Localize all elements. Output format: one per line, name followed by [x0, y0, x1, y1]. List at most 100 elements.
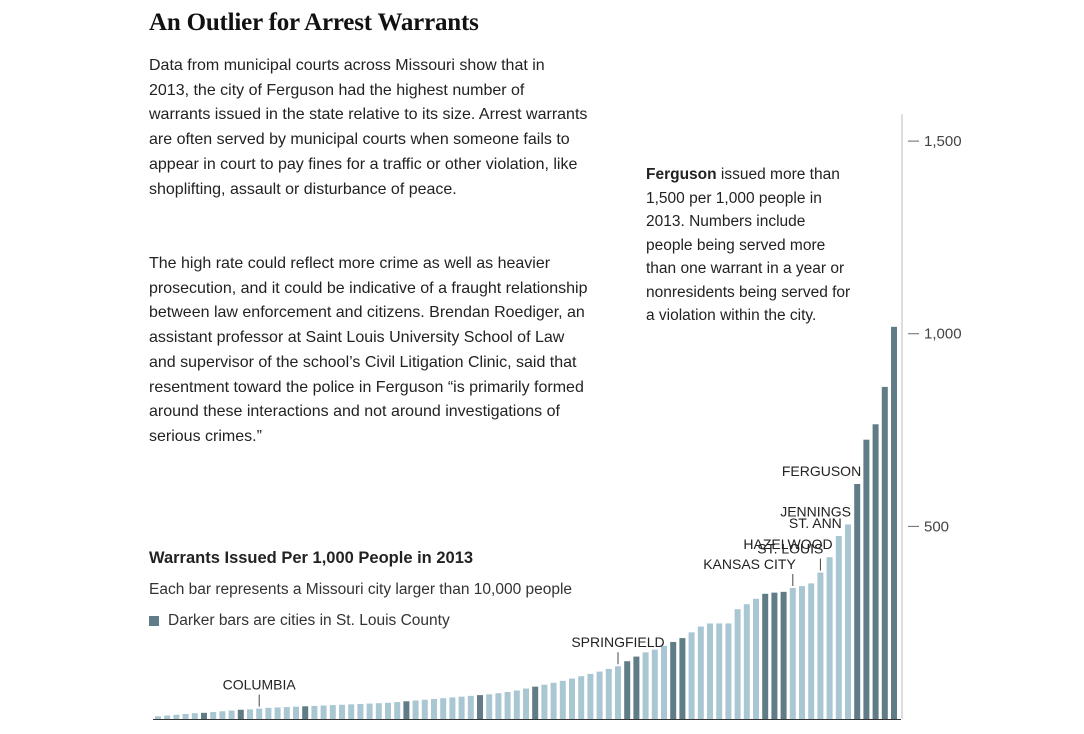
bar: [624, 661, 631, 719]
bar: [771, 592, 778, 719]
city-label: SPRINGFIELD: [571, 634, 664, 650]
y-tick-label: 1,000: [924, 326, 962, 343]
bar: [550, 682, 557, 719]
bar: [320, 705, 327, 719]
bar: [523, 688, 529, 719]
bar: [293, 706, 299, 719]
bar: [403, 701, 410, 719]
bar: [274, 707, 281, 719]
bar: [256, 708, 263, 719]
bar: [615, 666, 621, 719]
annotation-bold: Ferguson: [646, 166, 717, 183]
bar: [173, 714, 180, 719]
bar: [789, 588, 796, 719]
city-label: FERGUSON: [782, 463, 861, 479]
bar: [633, 656, 640, 719]
bar: [854, 483, 861, 719]
bar: [348, 704, 355, 719]
y-ticks-group: 500 1,000 1,500: [908, 133, 962, 535]
bar: [467, 695, 474, 719]
bar: [449, 697, 456, 719]
bar: [817, 572, 824, 719]
bar: [228, 710, 235, 719]
bar: [716, 623, 723, 719]
bar: [872, 424, 879, 719]
ferguson-annotation: Ferguson issued more than 1,500 per 1,00…: [646, 163, 856, 328]
bar: [164, 715, 171, 719]
bar: [569, 678, 575, 719]
bar: [486, 694, 493, 719]
bar: [495, 693, 502, 719]
bar: [513, 690, 520, 719]
bar: [826, 557, 833, 719]
bar: [311, 705, 318, 719]
bar: [504, 692, 511, 719]
chart-title: Warrants Issued Per 1,000 People in 2013: [149, 549, 474, 567]
bar: [835, 536, 842, 719]
bar: [697, 626, 704, 719]
bar: [605, 668, 612, 719]
bar: [845, 524, 851, 719]
bar: [182, 713, 189, 719]
bar: [247, 709, 253, 719]
bar: [201, 712, 207, 719]
bar: [394, 702, 401, 719]
bar: [863, 439, 870, 719]
bar: [458, 696, 465, 719]
bars-group: [155, 326, 897, 719]
bar: [762, 593, 769, 719]
city-label: HAZELWOOD: [743, 536, 832, 552]
bar: [688, 632, 695, 719]
bar: [421, 699, 428, 719]
bar: [670, 641, 677, 719]
bar: [440, 698, 447, 719]
bar: [210, 712, 217, 719]
bar: [237, 709, 244, 719]
bar: [743, 604, 750, 719]
bar: [780, 591, 787, 719]
bar: [661, 645, 667, 719]
bar: [808, 583, 815, 719]
bar: [891, 326, 897, 719]
bar: [559, 680, 566, 719]
city-label: KANSAS CITY: [703, 556, 796, 572]
bar: [385, 702, 391, 719]
bar: [375, 703, 382, 719]
bar: [155, 716, 161, 719]
intro-paragraph: Data from municipal courts across Missou…: [149, 57, 588, 198]
bar: [477, 695, 483, 719]
bar: [532, 686, 539, 719]
bar: [651, 649, 658, 719]
headline: An Outlier for Arrest Warrants: [149, 9, 479, 36]
bar: [642, 652, 649, 719]
bar: [541, 684, 548, 719]
y-tick-label: 500: [924, 518, 949, 535]
bar: [191, 713, 198, 719]
chart-subtitle: Each bar represents a Missouri city larg…: [149, 581, 573, 598]
bar: [219, 711, 226, 719]
legend-swatch: [149, 616, 159, 626]
bar: [753, 598, 759, 719]
bar: [339, 704, 345, 719]
bar: [578, 676, 585, 719]
bar: [431, 698, 437, 719]
bar: [734, 609, 741, 719]
bar: [366, 703, 373, 719]
bar: [283, 707, 290, 719]
bar: [265, 707, 272, 719]
city-label: COLUMBIA: [223, 677, 297, 693]
city-label: ST. ANN: [789, 515, 842, 531]
bar: [881, 386, 888, 719]
bar: [302, 706, 309, 719]
bar: [679, 638, 686, 719]
quote-paragraph: The high rate could reflect more crime a…: [149, 255, 588, 445]
bar: [357, 703, 364, 719]
bar: [329, 705, 336, 719]
bar: [799, 586, 805, 719]
bar: [725, 623, 732, 719]
city-label: JENNINGS: [780, 503, 851, 519]
city-label: ST. LOUIS: [757, 541, 823, 557]
bar: [707, 623, 713, 719]
